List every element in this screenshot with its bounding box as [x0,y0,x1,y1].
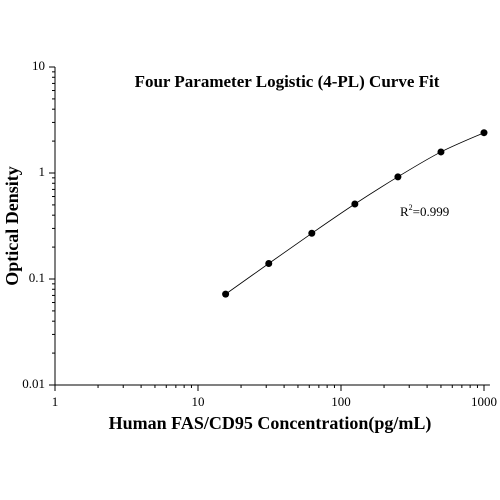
r-rest: =0.999 [413,204,450,219]
chart-title: Four Parameter Logistic (4-PL) Curve Fit [135,72,440,91]
data-point [308,229,316,237]
x-tick-label: 10 [192,394,205,409]
data-point [480,129,488,137]
data-point [394,173,402,181]
x-tick-label: 100 [331,394,351,409]
data-point [222,290,230,298]
y-tick-label: 10 [32,58,45,73]
y-tick-label: 1 [39,164,46,179]
data-point [437,148,445,156]
data-point [351,200,359,208]
r-squared: R2=0.999 [400,203,449,219]
data-point [265,260,273,268]
y-tick-label: 0.1 [29,270,45,285]
x-tick-label: 1000 [471,394,497,409]
r-base: R [400,204,409,219]
r-sup: 2 [409,203,413,212]
y-axis-label: Optical Density [2,166,22,286]
y-tick-label: 0.01 [22,376,45,391]
x-tick-label: 1 [52,394,59,409]
x-axis-label: Human FAS/CD95 Concentration(pg/mL) [109,413,432,434]
